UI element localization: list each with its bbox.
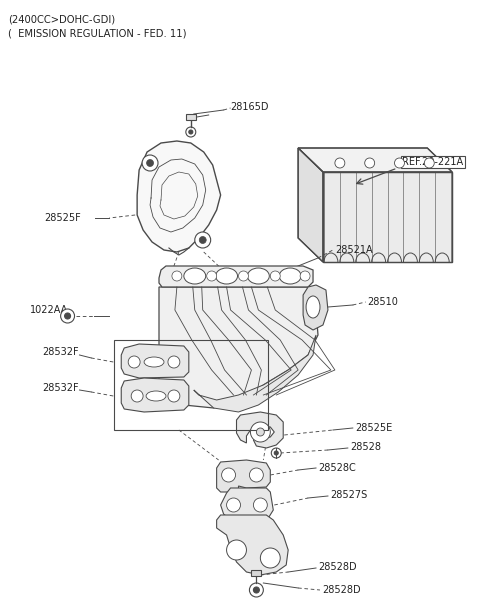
Polygon shape [159, 287, 318, 408]
Polygon shape [121, 378, 189, 412]
Polygon shape [237, 412, 283, 448]
Polygon shape [216, 515, 288, 575]
Ellipse shape [248, 268, 269, 284]
Circle shape [424, 158, 434, 168]
Polygon shape [121, 344, 189, 378]
Text: (2400CC>DOHC-GDI): (2400CC>DOHC-GDI) [8, 14, 115, 24]
Ellipse shape [144, 357, 164, 367]
Text: REF.20-221A: REF.20-221A [402, 157, 464, 167]
Text: 1022AA: 1022AA [30, 305, 68, 315]
Circle shape [227, 498, 240, 512]
Text: 28528C: 28528C [318, 463, 356, 473]
Circle shape [274, 451, 278, 455]
Polygon shape [221, 488, 273, 520]
Circle shape [253, 498, 267, 512]
Circle shape [260, 548, 280, 568]
Text: 28532F: 28532F [43, 347, 79, 357]
Polygon shape [298, 148, 323, 262]
Circle shape [239, 271, 249, 281]
Circle shape [146, 160, 154, 166]
Circle shape [142, 155, 158, 171]
Circle shape [253, 587, 259, 593]
Circle shape [60, 309, 74, 323]
Circle shape [250, 468, 264, 482]
Circle shape [251, 422, 270, 442]
Circle shape [222, 468, 236, 482]
Circle shape [256, 428, 264, 436]
Ellipse shape [146, 391, 166, 401]
Text: 28525E: 28525E [355, 423, 392, 433]
Text: 28521A: 28521A [335, 245, 372, 255]
Circle shape [207, 271, 216, 281]
Circle shape [365, 158, 375, 168]
Circle shape [186, 127, 196, 137]
Polygon shape [186, 114, 196, 120]
Text: 28525F: 28525F [45, 213, 82, 223]
Circle shape [335, 158, 345, 168]
Polygon shape [194, 335, 316, 412]
Circle shape [128, 356, 140, 368]
Circle shape [172, 271, 182, 281]
Circle shape [65, 313, 71, 319]
Circle shape [195, 232, 211, 248]
Text: 28528: 28528 [350, 442, 381, 452]
Polygon shape [303, 285, 328, 330]
Circle shape [189, 130, 193, 134]
Text: 28510: 28510 [368, 297, 398, 307]
Ellipse shape [216, 268, 238, 284]
Circle shape [168, 356, 180, 368]
Circle shape [271, 448, 281, 458]
Ellipse shape [279, 268, 301, 284]
Text: 28532F: 28532F [43, 383, 79, 393]
Circle shape [131, 390, 143, 402]
Polygon shape [252, 570, 261, 576]
Polygon shape [298, 148, 452, 172]
Circle shape [270, 271, 280, 281]
Text: 28528D: 28528D [318, 562, 357, 572]
Circle shape [395, 158, 405, 168]
Circle shape [168, 390, 180, 402]
Polygon shape [137, 141, 221, 252]
Polygon shape [323, 172, 452, 262]
Circle shape [227, 540, 246, 560]
Circle shape [250, 583, 264, 597]
Text: (  EMISSION REGULATION - FED. 11): ( EMISSION REGULATION - FED. 11) [8, 28, 186, 38]
Circle shape [300, 271, 310, 281]
Text: 28165D: 28165D [230, 102, 269, 112]
Ellipse shape [184, 268, 206, 284]
Polygon shape [216, 460, 270, 492]
Text: 28527S: 28527S [330, 490, 367, 500]
Text: 28528D: 28528D [322, 585, 360, 595]
Circle shape [199, 237, 206, 243]
Ellipse shape [306, 296, 320, 318]
Polygon shape [159, 266, 313, 287]
